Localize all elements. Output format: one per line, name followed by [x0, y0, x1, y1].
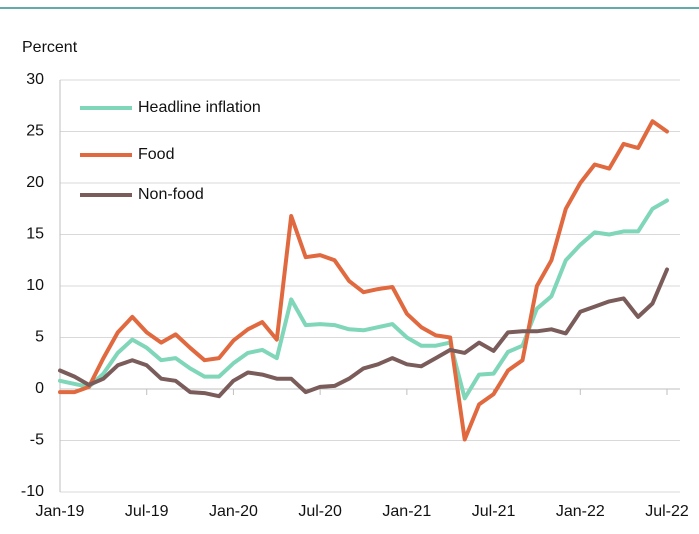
- series-line: [58, 198, 669, 401]
- series-line: [58, 267, 669, 399]
- y-tick-label: 25: [26, 123, 44, 140]
- series-line: [58, 119, 669, 442]
- x-tick-label: Jul-19: [125, 503, 169, 520]
- y-tick-label: 20: [26, 174, 44, 191]
- x-tick-label: Jul-22: [645, 503, 689, 520]
- legend-label: Food: [138, 146, 174, 163]
- y-tick-label: 30: [26, 71, 44, 88]
- y-tick-label: 0: [35, 380, 44, 397]
- y-tick-label: 10: [26, 277, 44, 294]
- y-axis-label: Percent: [22, 39, 78, 56]
- x-tick-label: Jan-21: [382, 503, 431, 520]
- y-tick-label: 5: [35, 329, 44, 346]
- x-tick-label: Jan-19: [36, 503, 85, 520]
- y-tick-label: -5: [30, 432, 44, 449]
- x-tick-label: Jul-20: [298, 503, 342, 520]
- y-tick-label: 15: [26, 226, 44, 243]
- x-tick-label: Jul-21: [472, 503, 516, 520]
- x-tick-label: Jan-20: [209, 503, 258, 520]
- y-tick-label: -10: [21, 483, 44, 500]
- x-tick-label: Jan-22: [556, 503, 605, 520]
- legend-label: Headline inflation: [138, 99, 261, 116]
- legend-label: Non-food: [138, 186, 204, 203]
